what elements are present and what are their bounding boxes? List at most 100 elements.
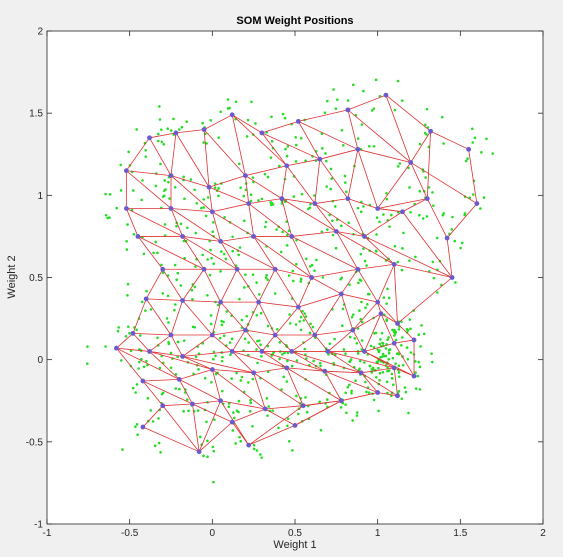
neuron-link (258, 269, 276, 303)
neuron-link (314, 329, 353, 336)
sample-point (174, 373, 178, 376)
sample-point (284, 147, 287, 151)
sample-point (372, 398, 376, 402)
sample-point (362, 89, 365, 93)
neuron-link (297, 121, 321, 160)
neuron-link (347, 109, 359, 150)
sample-point (377, 350, 381, 354)
sample-point (331, 219, 334, 222)
sample-point (156, 139, 160, 143)
neuron-link (211, 369, 221, 401)
neuron-link (410, 162, 478, 204)
sample-point (385, 191, 388, 195)
neuron-marker (362, 349, 367, 354)
sample-point (156, 251, 159, 255)
neuron-marker (243, 173, 248, 179)
sample-point (156, 132, 160, 136)
neuron-link (385, 94, 412, 163)
sample-point (357, 281, 360, 285)
sample-point (432, 204, 435, 207)
neuron-link (149, 334, 172, 352)
sample-point (341, 143, 345, 147)
neuron-marker (375, 390, 381, 395)
sample-point (131, 386, 135, 390)
sample-point (356, 206, 360, 210)
sample-point (136, 433, 139, 437)
neuron-marker (229, 112, 235, 118)
sample-point (222, 252, 226, 256)
sample-point (200, 206, 203, 210)
neuron-link (352, 301, 378, 331)
sample-point (210, 380, 213, 384)
neuron-marker (140, 378, 146, 384)
sample-point (386, 287, 389, 291)
sample-point (169, 366, 173, 370)
neuron-link (347, 198, 378, 209)
sample-point (162, 142, 166, 146)
sample-point (174, 303, 177, 306)
sample-point (343, 174, 347, 178)
neuron-link (170, 175, 213, 213)
sample-point (401, 247, 404, 250)
sample-point (400, 397, 404, 401)
neuron-link (248, 203, 292, 237)
sample-point (152, 251, 155, 255)
neuron-link (248, 425, 296, 446)
sample-point (270, 201, 274, 205)
neuron-marker (350, 327, 356, 333)
sample-point (257, 293, 261, 296)
neuron-link (149, 351, 183, 357)
sample-point (401, 363, 405, 367)
neuron-marker (411, 373, 417, 379)
sample-point (144, 155, 148, 158)
neuron-marker (383, 92, 389, 98)
sample-point (156, 336, 159, 340)
sample-point (213, 418, 216, 421)
neuron-link (360, 372, 378, 393)
sample-point (160, 263, 163, 267)
sample-point (333, 337, 336, 341)
sample-point (418, 365, 422, 369)
neuron-marker (259, 349, 265, 354)
sample-point (173, 263, 177, 267)
neuron-link (426, 198, 448, 239)
neuron-link (319, 158, 349, 199)
neuron-link (336, 231, 395, 265)
sample-point (228, 106, 231, 110)
y-tick-label: -1 (34, 520, 43, 531)
neuron-marker (176, 376, 182, 382)
y-tick-label: 0.5 (29, 273, 43, 284)
x-tick-label: -1 (43, 528, 52, 539)
sample-point (471, 141, 474, 144)
sample-point (264, 220, 268, 224)
sample-point (419, 345, 422, 348)
sample-point (405, 331, 409, 334)
sample-point (235, 409, 239, 412)
y-tick-label: 1 (37, 191, 43, 202)
neuron-link (410, 131, 431, 163)
sample-point (222, 334, 226, 338)
sample-point (330, 177, 334, 180)
sample-point (380, 331, 384, 335)
sample-point (397, 390, 401, 393)
sample-point (436, 291, 439, 294)
sample-point (425, 107, 429, 111)
sample-point (206, 439, 209, 443)
sample-point (126, 325, 130, 329)
sample-point (286, 233, 289, 237)
sample-point (271, 409, 275, 412)
neuron-link (314, 334, 329, 352)
sample-point (163, 223, 167, 226)
neuron-link (231, 114, 263, 134)
sample-point (440, 115, 444, 119)
neuron-link (220, 240, 276, 270)
sample-point (175, 278, 178, 282)
sample-point (286, 145, 290, 148)
sample-point (377, 409, 380, 413)
sample-point (387, 351, 391, 355)
sample-point (193, 285, 197, 289)
sample-point (209, 119, 213, 122)
neuron-link (245, 301, 259, 331)
sample-point (266, 278, 269, 282)
neuron-link (446, 203, 478, 239)
